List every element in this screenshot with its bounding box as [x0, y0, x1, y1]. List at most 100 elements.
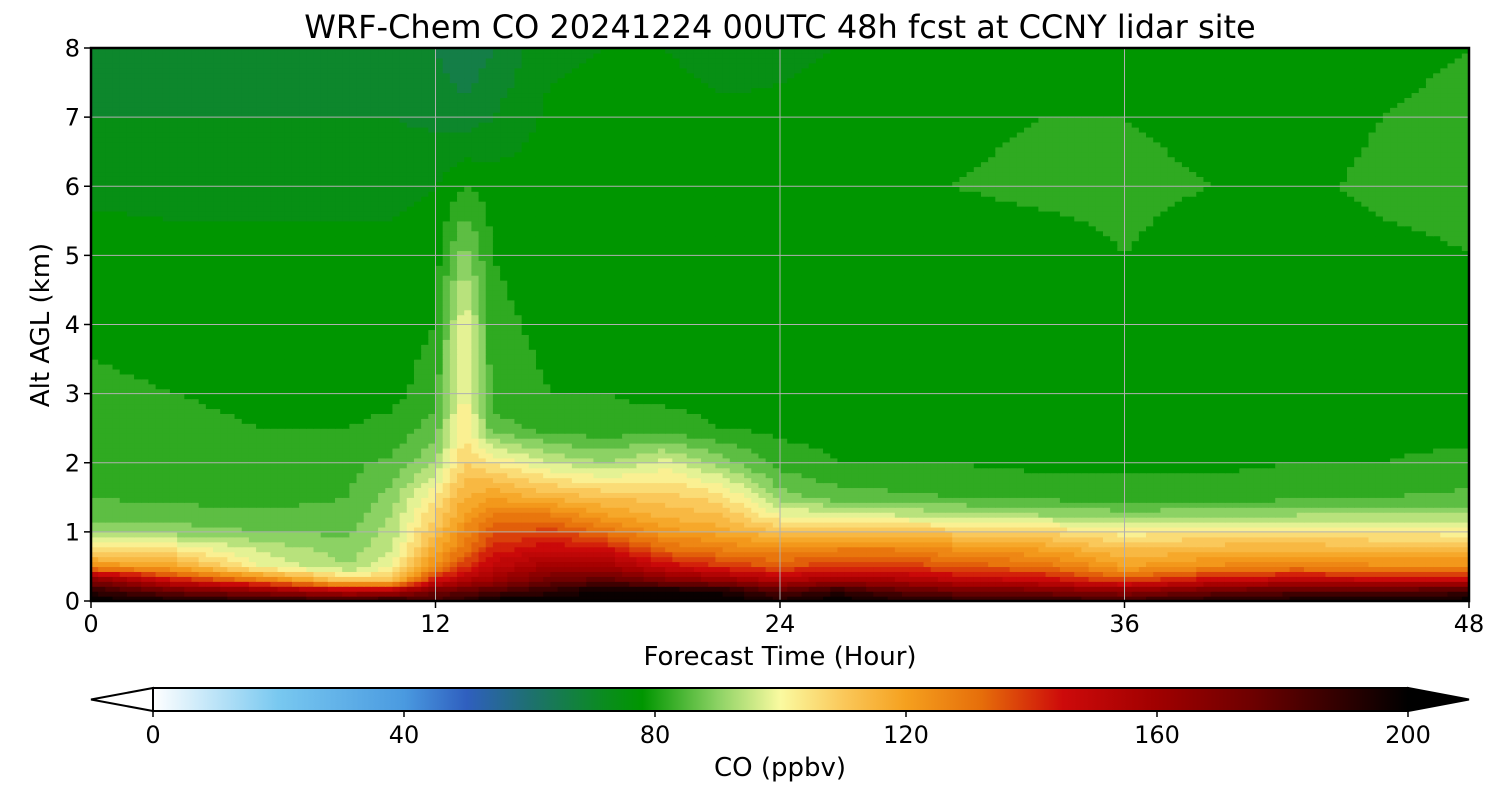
heatmap-cell — [794, 532, 802, 538]
heatmap-cell — [880, 497, 888, 503]
heatmap-cell — [823, 487, 831, 493]
heatmap-cell — [952, 532, 960, 538]
heatmap-cell — [278, 502, 286, 508]
heatmap-cell — [414, 547, 422, 553]
heatmap-cell — [974, 542, 982, 548]
heatmap-cell — [550, 502, 558, 508]
heatmap-cell — [981, 562, 989, 568]
heatmap-cell — [1361, 537, 1369, 543]
heatmap-cell — [931, 557, 939, 563]
heatmap-cell — [636, 507, 644, 513]
heatmap-cell — [859, 557, 867, 563]
heatmap-cell — [665, 487, 673, 493]
heatmap-cell — [1160, 512, 1168, 518]
heatmap-cell — [1196, 547, 1204, 553]
heatmap-cell — [184, 507, 192, 513]
heatmap-cell — [543, 562, 551, 568]
heatmap-cell — [730, 552, 738, 558]
heatmap-cell — [105, 537, 113, 543]
heatmap-cell — [1081, 492, 1089, 498]
heatmap-cell — [529, 497, 537, 503]
heatmap-cell — [1419, 537, 1427, 543]
heatmap-cell — [364, 517, 372, 523]
heatmap-cell — [852, 591, 860, 597]
heatmap-cell — [995, 552, 1003, 558]
heatmap-cell — [1297, 571, 1305, 577]
heatmap-cell — [823, 522, 831, 528]
heatmap-cell — [141, 502, 149, 508]
heatmap-cell — [974, 532, 982, 538]
heatmap-cell — [981, 591, 989, 597]
heatmap-cell — [1225, 483, 1233, 489]
heatmap-cell — [1390, 473, 1398, 479]
heatmap-cell — [536, 581, 544, 587]
heatmap-cell — [342, 512, 350, 518]
heatmap-cell — [615, 483, 623, 489]
heatmap-cell — [1340, 547, 1348, 553]
heatmap-cell — [1089, 586, 1097, 592]
heatmap-cell — [1160, 557, 1168, 563]
heatmap-cell — [1447, 542, 1455, 548]
heatmap-cell — [141, 487, 149, 493]
heatmap-cell — [148, 517, 156, 523]
heatmap-cell — [479, 542, 487, 548]
heatmap-cell — [1081, 547, 1089, 553]
heatmap-cell — [170, 483, 178, 489]
heatmap-cell — [629, 483, 637, 489]
heatmap-cell — [285, 532, 293, 538]
heatmap-cell — [156, 532, 164, 538]
heatmap-cell — [1383, 502, 1391, 508]
heatmap-cell — [292, 542, 300, 548]
heatmap-cell — [1182, 542, 1190, 548]
heatmap-cell — [227, 586, 235, 592]
heatmap-cell — [235, 581, 243, 587]
heatmap-cell — [522, 483, 530, 489]
heatmap-cell — [1304, 537, 1312, 543]
heatmap-cell — [270, 512, 278, 518]
heatmap-cell — [1282, 571, 1290, 577]
heatmap-cell — [1412, 478, 1420, 484]
heatmap-cell — [579, 483, 587, 489]
heatmap-cell — [579, 517, 587, 523]
heatmap-cell — [357, 591, 365, 597]
heatmap-cell — [1354, 502, 1362, 508]
heatmap-cell — [1060, 522, 1068, 528]
heatmap-cell — [1383, 571, 1391, 577]
heatmap-cell — [1440, 517, 1448, 523]
heatmap-cell — [737, 566, 745, 572]
heatmap-cell — [134, 487, 142, 493]
heatmap-cell — [787, 507, 795, 513]
heatmap-cell — [1397, 591, 1405, 597]
heatmap-cell — [565, 552, 573, 558]
heatmap-cell — [1182, 507, 1190, 513]
heatmap-cell — [601, 522, 609, 528]
heatmap-cell — [902, 492, 910, 498]
heatmap-cell — [306, 487, 314, 493]
heatmap-cell — [371, 487, 379, 493]
heatmap-cell — [299, 562, 307, 568]
heatmap-cell — [651, 487, 659, 493]
heatmap-cell — [1304, 552, 1312, 558]
heatmap-cell — [1038, 557, 1046, 563]
heatmap-cell — [1196, 497, 1204, 503]
heatmap-cell — [1347, 517, 1355, 523]
heatmap-cell — [1182, 591, 1190, 597]
heatmap-cell — [1247, 483, 1255, 489]
heatmap-cell — [1247, 517, 1255, 523]
heatmap-cell — [902, 532, 910, 538]
heatmap-cell — [342, 576, 350, 582]
heatmap-cell — [694, 566, 702, 572]
heatmap-cell — [1225, 591, 1233, 597]
heatmap-cell — [665, 497, 673, 503]
heatmap-cell — [766, 586, 774, 592]
heatmap-cell — [1132, 557, 1140, 563]
heatmap-cell — [1347, 497, 1355, 503]
heatmap-cell — [1254, 512, 1262, 518]
heatmap-cell — [507, 562, 515, 568]
heatmap-cell — [1232, 557, 1240, 563]
heatmap-cell — [1002, 502, 1010, 508]
heatmap-cell — [500, 487, 508, 493]
heatmap-cell — [794, 487, 802, 493]
heatmap-cell — [457, 547, 465, 553]
heatmap-cell — [1175, 537, 1183, 543]
